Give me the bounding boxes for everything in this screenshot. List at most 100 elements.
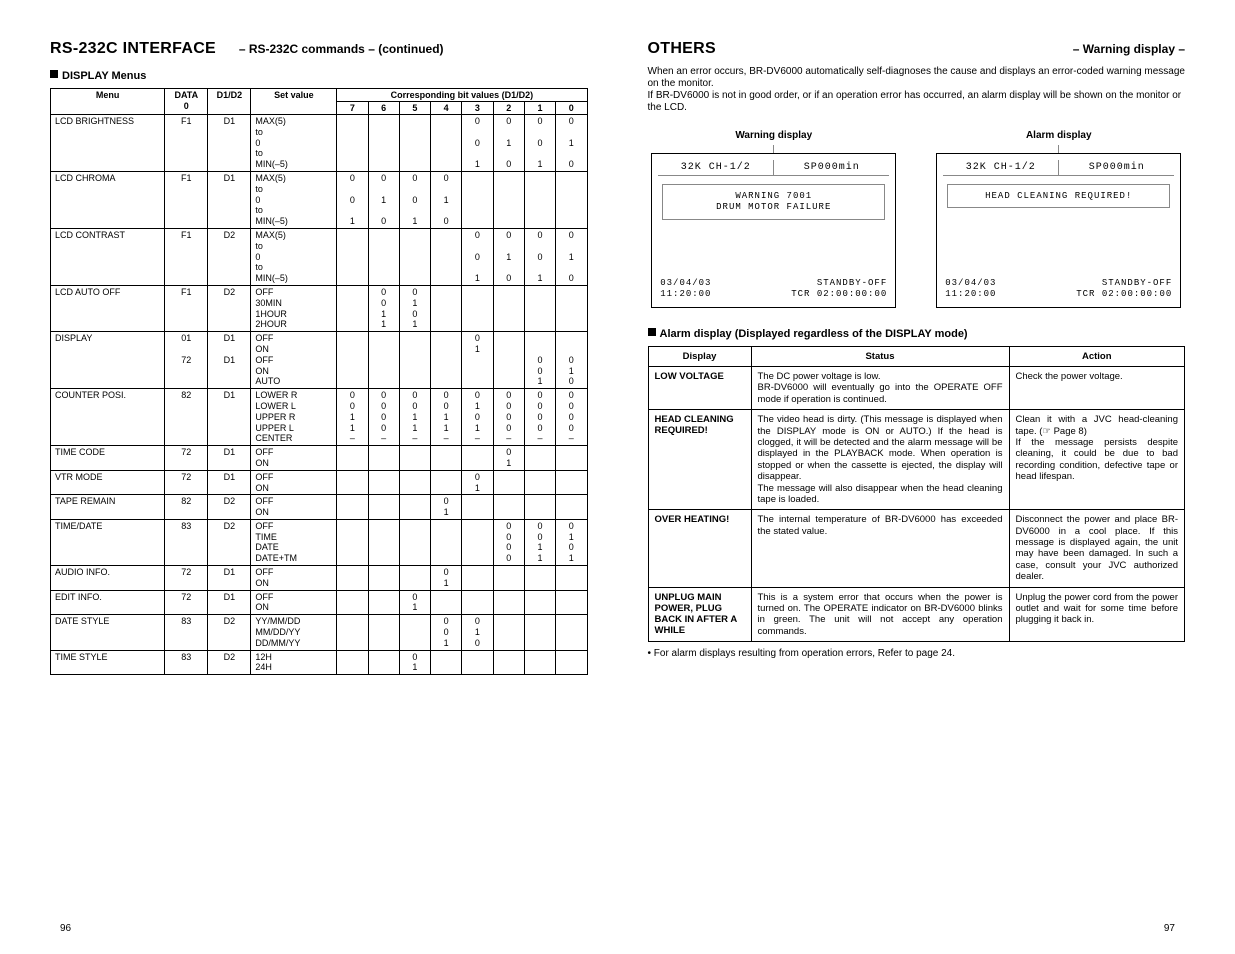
bit-cell: 0 1: [462, 470, 493, 495]
bit-cell: [368, 446, 399, 471]
bit-cell: [431, 446, 462, 471]
bit-cell: [493, 470, 524, 495]
bit-cell: [556, 446, 587, 471]
table-cell: OFF ON OFF ON AUTO: [251, 332, 337, 389]
bit-cell: [493, 615, 524, 650]
bit-cell: 0 0 1: [337, 171, 368, 228]
alarm-top-right: SP000min: [1059, 160, 1174, 175]
table-cell: YY/MM/DD MM/DD/YY DD/MM/YY: [251, 615, 337, 650]
left-page: RS-232C INTERFACE – RS-232C commands – (…: [50, 40, 588, 675]
bit-cell: [399, 519, 430, 565]
alarm-status-cell: This is a system error that occurs when …: [751, 587, 1009, 642]
bit-cell: [368, 470, 399, 495]
bit-cell: [431, 228, 462, 285]
bit-cell: [399, 332, 430, 389]
table-cell: F1: [165, 285, 208, 331]
bit-cell: 0 1 0: [556, 228, 587, 285]
table-row: DISPLAY01 72D1 D1OFF ON OFF ON AUTO0 1 0…: [51, 332, 588, 389]
bit-cell: 0 0 0 0 –: [556, 389, 587, 446]
bit-cell: [399, 615, 430, 650]
table-cell: 83: [165, 615, 208, 650]
table-cell: COUNTER POSI.: [51, 389, 165, 446]
bit-cell: 0 1 0 1: [556, 519, 587, 565]
table-cell: 72: [165, 470, 208, 495]
bit-cell: [556, 615, 587, 650]
alarm-display-cell: UNPLUG MAIN POWER, PLUG BACK IN AFTER A …: [648, 587, 751, 642]
bit-cell: [368, 495, 399, 520]
bit-cell: 0 1 0 1 –: [462, 389, 493, 446]
alarm-display-cell: OVER HEATING!: [648, 510, 751, 587]
bit-cell: [493, 495, 524, 520]
table-cell: F1: [165, 115, 208, 172]
bit-cell: 0 1: [399, 650, 430, 675]
table-cell: F1: [165, 228, 208, 285]
left-title: RS-232C INTERFACE: [50, 40, 216, 57]
table-cell: LCD CHROMA: [51, 171, 165, 228]
table-row: VTR MODE72D1OFF ON0 1: [51, 470, 588, 495]
bit-cell: 0 0 0 0: [493, 519, 524, 565]
table-cell: LOWER R LOWER L UPPER R UPPER L CENTER: [251, 389, 337, 446]
bit-cell: [368, 228, 399, 285]
bit-cell: [368, 115, 399, 172]
th-menu: Menu: [51, 89, 165, 115]
bit-cell: [431, 650, 462, 675]
bit-cell: 0 0 1: [524, 332, 555, 389]
th-bits-header: Corresponding bit values (D1/D2): [337, 89, 587, 102]
bit-cell: 0 0 1 1: [368, 285, 399, 331]
display-menus-heading: DISPLAY Menus: [50, 70, 588, 82]
bit-cell: [337, 332, 368, 389]
table-cell: D1: [208, 446, 251, 471]
bit-cell: [524, 650, 555, 675]
bit-cell: [337, 519, 368, 565]
th-bit-6: 6: [368, 102, 399, 115]
table-row: LCD CONTRASTF1D2MAX(5) to 0 to MIN(–5)0 …: [51, 228, 588, 285]
table-cell: D1: [208, 566, 251, 591]
table-cell: DISPLAY: [51, 332, 165, 389]
warn-top-right: SP000min: [774, 160, 889, 175]
bit-cell: 0 0 1 1 –: [431, 389, 462, 446]
warning-label: Warning display: [651, 130, 896, 141]
alarm-table: Display Status Action LOW VOLTAGEThe DC …: [648, 346, 1186, 642]
table-cell: 83: [165, 650, 208, 675]
bit-cell: [524, 495, 555, 520]
table-cell: MAX(5) to 0 to MIN(–5): [251, 171, 337, 228]
bit-cell: 0 0 1 1: [524, 519, 555, 565]
th-data0: DATA 0: [165, 89, 208, 115]
warn-bot1-l: 03/04/03: [660, 278, 711, 290]
alarm-action-cell: Check the power voltage.: [1009, 367, 1185, 410]
bit-cell: [462, 519, 493, 565]
table-cell: LCD AUTO OFF: [51, 285, 165, 331]
bit-cell: 0 0 1: [462, 228, 493, 285]
bit-cell: [493, 171, 524, 228]
bit-cell: [556, 495, 587, 520]
alarm-bot2-r: TCR 02:00:00:00: [1076, 289, 1172, 301]
bit-cell: [368, 590, 399, 615]
warn-bot2-r: TCR 02:00:00:00: [791, 289, 887, 301]
bit-cell: [337, 446, 368, 471]
bit-cell: [431, 470, 462, 495]
bit-cell: [524, 566, 555, 591]
bit-cell: 0 0 1 1 –: [337, 389, 368, 446]
table-cell: VTR MODE: [51, 470, 165, 495]
th-bit-0: 0: [556, 102, 587, 115]
bit-cell: 0 0 1: [462, 115, 493, 172]
alarm-status-cell: The DC power voltage is low. BR-DV6000 w…: [751, 367, 1009, 410]
table-row: HEAD CLEANING REQUIRED!The video head is…: [648, 410, 1185, 510]
table-cell: D1: [208, 470, 251, 495]
bit-cell: 0 1 0: [493, 115, 524, 172]
bit-cell: [524, 615, 555, 650]
table-cell: 01 72: [165, 332, 208, 389]
bit-cell: [462, 650, 493, 675]
bit-cell: [399, 228, 430, 285]
alarm-action-cell: Unplug the power cord from the power out…: [1009, 587, 1185, 642]
table-cell: D2: [208, 615, 251, 650]
table-cell: D2: [208, 285, 251, 331]
bit-cell: [524, 285, 555, 331]
th-bit-4: 4: [431, 102, 462, 115]
table-row: AUDIO INFO.72D1OFF ON0 1: [51, 566, 588, 591]
table-cell: OFF ON: [251, 495, 337, 520]
table-cell: LCD BRIGHTNESS: [51, 115, 165, 172]
table-cell: 72: [165, 566, 208, 591]
bit-cell: [431, 332, 462, 389]
footnote: • For alarm displays resulting from oper…: [648, 648, 1186, 659]
